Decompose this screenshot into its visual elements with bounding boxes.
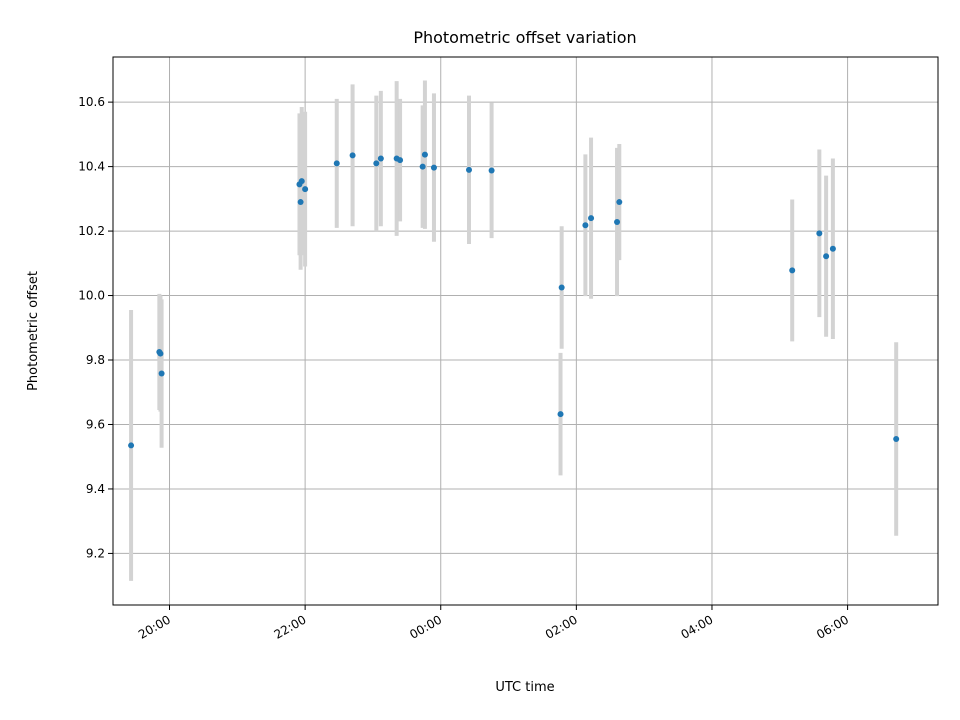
- x-tick-label: 22:00: [272, 612, 309, 641]
- y-axis-label: Photometric offset: [26, 271, 41, 391]
- y-axis-ticks: 9.2 9.4 9.6 9.8 10.0 10.2 10.4 10.6: [78, 95, 113, 560]
- y-tick-label: 9.4: [86, 482, 105, 496]
- data-point: [397, 157, 404, 164]
- data-point: [373, 160, 380, 167]
- data-point: [588, 215, 595, 222]
- y-tick-label: 10.6: [78, 95, 105, 109]
- data-point: [430, 164, 437, 171]
- data-point: [377, 155, 384, 162]
- data-point: [298, 178, 305, 185]
- data-point: [421, 151, 428, 158]
- data-point: [465, 166, 472, 173]
- data-point: [558, 284, 565, 291]
- y-tick-label: 10.2: [78, 224, 105, 238]
- x-tick-label: 04:00: [679, 612, 716, 641]
- error-bars: [129, 80, 899, 581]
- grid-lines: [113, 57, 938, 605]
- data-point: [158, 370, 165, 377]
- data-point: [829, 245, 836, 252]
- data-point: [157, 350, 164, 357]
- x-axis-label: UTC time: [495, 680, 554, 695]
- data-points: [128, 151, 900, 449]
- data-point: [297, 199, 304, 206]
- data-point: [893, 435, 900, 442]
- data-point: [128, 442, 135, 449]
- x-tick-label: 20:00: [136, 612, 173, 641]
- y-tick-label: 9.6: [86, 417, 105, 431]
- data-point: [616, 199, 623, 206]
- x-tick-label: 02:00: [543, 612, 580, 641]
- data-point: [614, 219, 621, 226]
- plot-frame: [112, 56, 939, 606]
- data-point: [557, 411, 564, 418]
- y-tick-label: 10.4: [78, 160, 105, 174]
- y-tick-label: 9.8: [86, 353, 105, 367]
- data-point: [302, 186, 309, 193]
- x-axis-ticks: 20:00 22:00 00:00 02:00 04:00 06:00: [136, 605, 851, 642]
- y-tick-label: 10.0: [78, 289, 105, 303]
- data-point: [823, 253, 830, 260]
- x-tick-label: 00:00: [407, 612, 444, 641]
- y-tick-label: 9.2: [86, 546, 105, 560]
- data-point: [582, 222, 589, 229]
- data-point: [333, 160, 340, 167]
- chart-title: Photometric offset variation: [413, 28, 636, 47]
- data-point: [419, 163, 426, 170]
- data-point: [349, 152, 356, 159]
- data-point: [816, 230, 823, 237]
- data-point: [488, 167, 495, 174]
- data-point: [789, 267, 796, 274]
- x-tick-label: 06:00: [814, 612, 851, 641]
